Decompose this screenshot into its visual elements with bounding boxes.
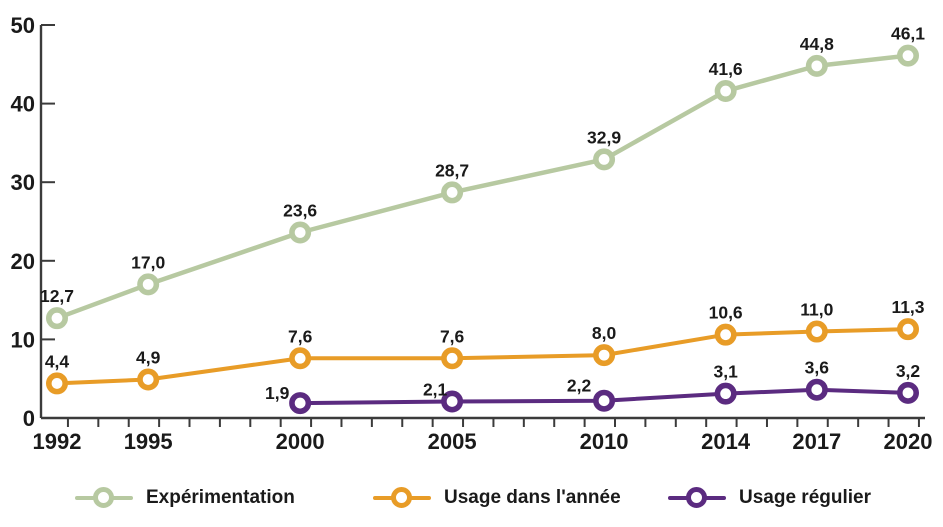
- data-point-label: 11,0: [800, 300, 833, 320]
- legend-item-usage-annee: Usage dans l'année: [373, 486, 621, 509]
- data-point: [805, 54, 828, 77]
- data-point-label: 11,3: [891, 297, 924, 317]
- x-axis-tick-label: 1995: [124, 429, 173, 454]
- legend-item-usage-regulier: Usage régulier: [668, 486, 871, 509]
- y-axis-tick-label: 30: [11, 170, 35, 195]
- legend-label: Usage dans l'année: [444, 486, 621, 508]
- data-point: [289, 221, 312, 244]
- data-point: [137, 368, 160, 391]
- x-axis-tick-label: 2000: [276, 429, 325, 454]
- data-point: [714, 80, 737, 103]
- data-point-label: 10,6: [709, 303, 743, 323]
- legend-marker-experimentation: [75, 486, 133, 509]
- data-point-label: 12,7: [40, 286, 74, 306]
- data-point: [441, 347, 464, 370]
- data-point: [896, 44, 919, 67]
- data-point: [137, 273, 160, 296]
- data-point-label: 7,6: [288, 326, 313, 346]
- x-axis-tick-label: 2017: [792, 429, 841, 454]
- data-point-label: 3,2: [896, 361, 921, 381]
- line-chart: 0 10 20 30 40 50 1992 1995 2000 2005 2010 2014 2017 2…: [11, 13, 933, 454]
- legend-label: Usage régulier: [739, 486, 871, 508]
- y-axis-tick-label: 10: [11, 327, 35, 352]
- legend-ring-icon: [686, 486, 707, 508]
- data-point-label: 2,2: [567, 376, 592, 396]
- data-point: [289, 392, 312, 415]
- data-point-label: 32,9: [587, 127, 621, 147]
- data-point-label: 3,1: [713, 362, 738, 382]
- data-point-label: 1,9: [265, 383, 290, 403]
- data-point: [805, 378, 828, 401]
- y-axis-tick-label: 20: [11, 249, 35, 274]
- data-point-label: 7,6: [440, 326, 465, 346]
- legend: Expérimentation Usage dans l'année Usage…: [0, 462, 943, 527]
- data-point-label: 4,4: [45, 351, 70, 371]
- data-point-label: 4,9: [136, 347, 161, 367]
- data-point: [45, 307, 68, 330]
- data-point: [441, 181, 464, 204]
- x-axis-tick-label: 2014: [701, 429, 751, 454]
- y-axis-tick-label: 50: [11, 13, 35, 38]
- y-axis-tick-label: 0: [23, 406, 35, 431]
- data-point-label: 44,8: [800, 34, 834, 54]
- data-point: [441, 390, 464, 413]
- data-point-label: 41,6: [709, 59, 743, 79]
- data-point-label: 23,6: [283, 201, 317, 221]
- x-axis-tick-label: 2010: [580, 429, 629, 454]
- data-point: [593, 344, 616, 367]
- data-point: [45, 372, 68, 395]
- legend-ring-icon: [93, 486, 114, 508]
- series-line: [55, 327, 910, 386]
- y-axis-tick-label: 40: [11, 92, 35, 117]
- data-point: [714, 323, 737, 346]
- data-point: [593, 389, 616, 412]
- series-line: [298, 387, 910, 406]
- legend-label: Expérimentation: [146, 486, 295, 508]
- x-axis-tick-label: 2020: [884, 429, 933, 454]
- data-point: [896, 381, 919, 404]
- data-point-label: 2,1: [423, 379, 448, 399]
- legend-ring-icon: [391, 486, 412, 508]
- data-point-label: 8,0: [592, 323, 617, 343]
- x-axis-tick-label: 1992: [33, 429, 82, 454]
- data-point-label: 46,1: [891, 24, 925, 44]
- data-point: [289, 347, 312, 370]
- legend-item-experimentation: Expérimentation: [75, 486, 295, 509]
- data-point: [714, 382, 737, 405]
- data-point: [593, 148, 616, 171]
- series-line: [54, 53, 911, 321]
- legend-marker-usage-annee: [373, 486, 431, 509]
- data-point-label: 3,6: [805, 358, 830, 378]
- data-point-label: 28,7: [435, 160, 469, 180]
- data-point: [896, 318, 919, 341]
- legend-marker-usage-regulier: [668, 486, 726, 509]
- data-point-label: 17,0: [131, 252, 165, 272]
- data-point: [805, 320, 828, 343]
- x-axis-tick-label: 2005: [428, 429, 477, 454]
